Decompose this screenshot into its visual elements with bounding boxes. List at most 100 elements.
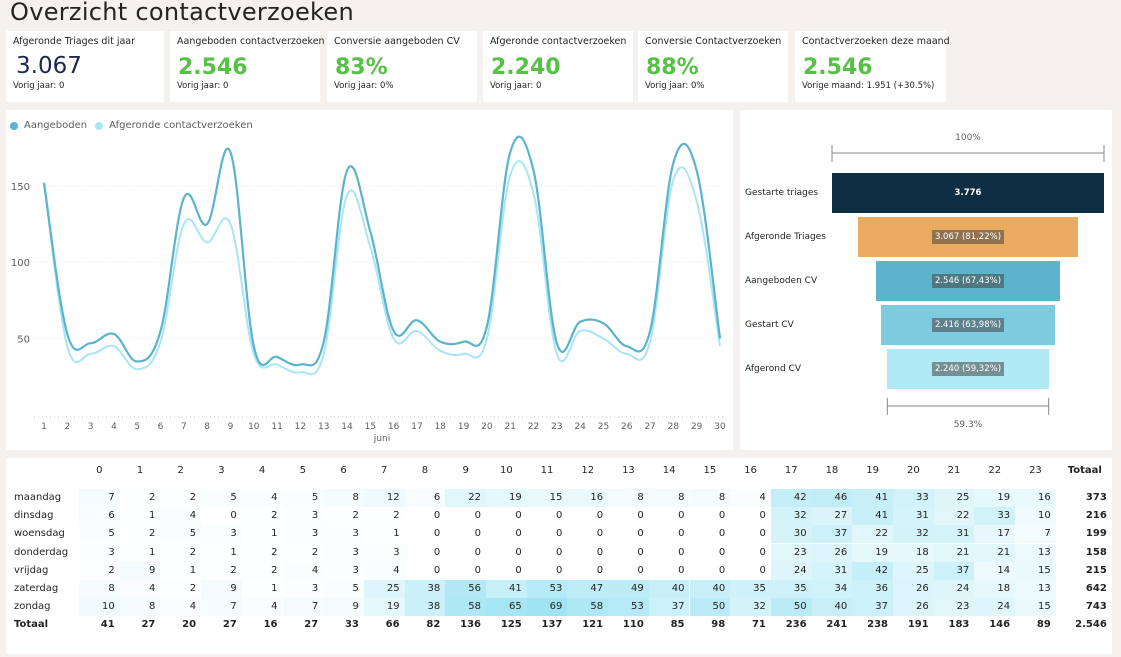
matrix-cell[interactable]: 19 xyxy=(974,489,1016,507)
matrix-cell[interactable]: 0 xyxy=(515,510,522,522)
matrix-cell[interactable]: 0 xyxy=(433,564,441,576)
matrix-cell[interactable]: 3 xyxy=(363,543,405,562)
matrix-cell[interactable]: 0 xyxy=(637,564,644,576)
matrix-cell[interactable]: 14 xyxy=(974,561,1016,580)
matrix-cell[interactable]: 8 xyxy=(119,598,161,617)
row-total-cell[interactable]: 158 xyxy=(1085,546,1107,558)
row-total-cell[interactable]: 199 xyxy=(1085,528,1107,540)
matrix-cell[interactable]: 0 xyxy=(433,546,441,558)
matrix-cell[interactable]: 32 xyxy=(730,598,771,617)
matrix-cell[interactable]: 0 xyxy=(556,564,563,576)
matrix-cell[interactable]: 0 xyxy=(759,528,766,540)
total-cell[interactable]: 20 xyxy=(182,619,197,631)
matrix-cell[interactable]: 1 xyxy=(363,525,405,544)
matrix-cell[interactable]: 34 xyxy=(811,580,853,598)
matrix-cell[interactable]: 0 xyxy=(230,510,237,522)
column-header[interactable]: 5 xyxy=(299,465,307,476)
total-cell[interactable]: 136 xyxy=(460,619,481,631)
kpi-card-deze-maand[interactable]: Contactverzoeken deze maand 2.546 Vorige… xyxy=(795,31,950,102)
matrix-cell[interactable]: 58 xyxy=(567,598,609,617)
matrix-cell[interactable]: 19 xyxy=(852,543,893,562)
total-cell[interactable]: 125 xyxy=(500,619,522,631)
row-total-cell[interactable]: 216 xyxy=(1085,510,1107,522)
matrix-cell[interactable]: 53 xyxy=(526,580,568,598)
matrix-cell[interactable]: 13 xyxy=(1015,543,1056,562)
matrix-cell[interactable]: 50 xyxy=(770,598,812,617)
matrix-cell[interactable]: 32 xyxy=(770,507,812,526)
matrix-cell[interactable]: 5 xyxy=(160,525,202,544)
matrix-cell[interactable]: 7 xyxy=(79,489,120,507)
column-header[interactable]: 16 xyxy=(744,465,757,476)
matrix-cell[interactable]: 3 xyxy=(282,525,324,544)
matrix-cell[interactable]: 19 xyxy=(363,598,405,617)
matrix-cell[interactable]: 41 xyxy=(486,580,527,598)
column-header[interactable]: 14 xyxy=(662,465,676,476)
matrix-cell[interactable]: 31 xyxy=(893,507,934,526)
matrix-cell[interactable]: 5 xyxy=(79,525,120,544)
row-total-cell[interactable]: 743 xyxy=(1085,601,1107,613)
matrix-cell[interactable]: 6 xyxy=(404,489,446,507)
matrix-cell[interactable]: 15 xyxy=(526,489,568,507)
column-header[interactable]: 18 xyxy=(825,465,839,476)
matrix-cell[interactable]: 16 xyxy=(1015,489,1056,507)
matrix-cell[interactable]: 18 xyxy=(893,543,934,562)
matrix-cell[interactable]: 24 xyxy=(974,598,1016,617)
matrix-cell[interactable]: 58 xyxy=(445,598,486,617)
total-cell[interactable]: 89 xyxy=(1036,619,1051,631)
matrix-cell[interactable]: 15 xyxy=(1015,598,1056,617)
funnel-bar[interactable]: 2.240 (59,32%) xyxy=(887,349,1049,389)
matrix-cell[interactable]: 42 xyxy=(852,561,893,580)
matrix-cell[interactable]: 0 xyxy=(596,546,604,558)
column-header[interactable]: 20 xyxy=(906,465,920,476)
matrix-cell[interactable]: 69 xyxy=(526,598,568,617)
matrix-cell[interactable]: 36 xyxy=(852,580,893,598)
matrix-cell[interactable]: 0 xyxy=(637,510,644,522)
matrix-cell[interactable]: 10 xyxy=(79,598,120,617)
column-header[interactable]: 2 xyxy=(177,465,184,476)
matrix-cell[interactable]: 8 xyxy=(79,580,120,598)
matrix-cell[interactable]: 21 xyxy=(933,543,975,562)
matrix-cell[interactable]: 46 xyxy=(811,489,853,507)
column-header[interactable]: 8 xyxy=(421,465,429,476)
matrix-cell[interactable]: 7 xyxy=(201,598,242,617)
matrix-cell[interactable]: 4 xyxy=(363,561,405,580)
matrix-cell[interactable]: 24 xyxy=(933,580,975,598)
matrix-cell[interactable]: 41 xyxy=(852,507,893,526)
matrix-cell[interactable]: 26 xyxy=(893,598,934,617)
column-header[interactable]: 4 xyxy=(258,465,266,476)
matrix-cell[interactable]: 2 xyxy=(79,561,120,580)
kpi-card-conversie-cv[interactable]: Conversie Contactverzoeken 88% Vorig jaa… xyxy=(638,31,788,102)
column-header[interactable]: 6 xyxy=(340,465,347,476)
matrix-cell[interactable]: 2 xyxy=(160,489,202,507)
matrix-cell[interactable]: 16 xyxy=(567,489,609,507)
column-header[interactable]: 23 xyxy=(1029,465,1042,476)
matrix-cell[interactable]: 6 xyxy=(79,507,120,526)
matrix-cell[interactable]: 2 xyxy=(160,543,202,562)
column-header[interactable]: 0 xyxy=(96,465,103,476)
matrix-cell[interactable]: 10 xyxy=(1015,507,1056,526)
matrix-cell[interactable]: 0 xyxy=(718,510,726,522)
matrix-cell[interactable]: 37 xyxy=(933,561,975,580)
matrix-cell[interactable]: 22 xyxy=(933,507,975,526)
matrix-cell[interactable]: 49 xyxy=(608,580,649,598)
matrix-cell[interactable]: 31 xyxy=(933,525,975,544)
matrix-cell[interactable]: 3 xyxy=(201,525,242,544)
kpi-card-aangeboden[interactable]: Aangeboden contactverzoeken 2.546 Vorig … xyxy=(170,31,325,102)
matrix-cell[interactable]: 0 xyxy=(433,528,441,540)
matrix-cell[interactable]: 1 xyxy=(201,543,242,562)
series-line-aangeboden[interactable] xyxy=(42,135,722,367)
matrix-cell[interactable]: 0 xyxy=(637,528,644,540)
funnel-bar[interactable]: 2.546 (67,43%) xyxy=(876,261,1060,301)
matrix-cell[interactable]: 53 xyxy=(608,598,649,617)
matrix-cell[interactable]: 9 xyxy=(323,598,364,617)
matrix-cell[interactable]: 42 xyxy=(770,489,812,507)
matrix-cell[interactable]: 8 xyxy=(608,489,649,507)
line-chart-panel[interactable]: Aangeboden Afgeronde contactverzoeken 50… xyxy=(6,110,733,450)
matrix-cell[interactable]: 0 xyxy=(556,510,563,522)
funnel-bar[interactable]: 3.776 xyxy=(832,173,1104,213)
matrix-cell[interactable]: 0 xyxy=(515,546,522,558)
total-cell[interactable]: 98 xyxy=(711,619,726,631)
funnel-chart-panel[interactable]: 100% 59.3% Gestarte triages 3.776 Afgeronde… xyxy=(740,110,1112,450)
matrix-cell[interactable]: 19 xyxy=(486,489,527,507)
matrix-cell[interactable]: 2 xyxy=(241,543,283,562)
